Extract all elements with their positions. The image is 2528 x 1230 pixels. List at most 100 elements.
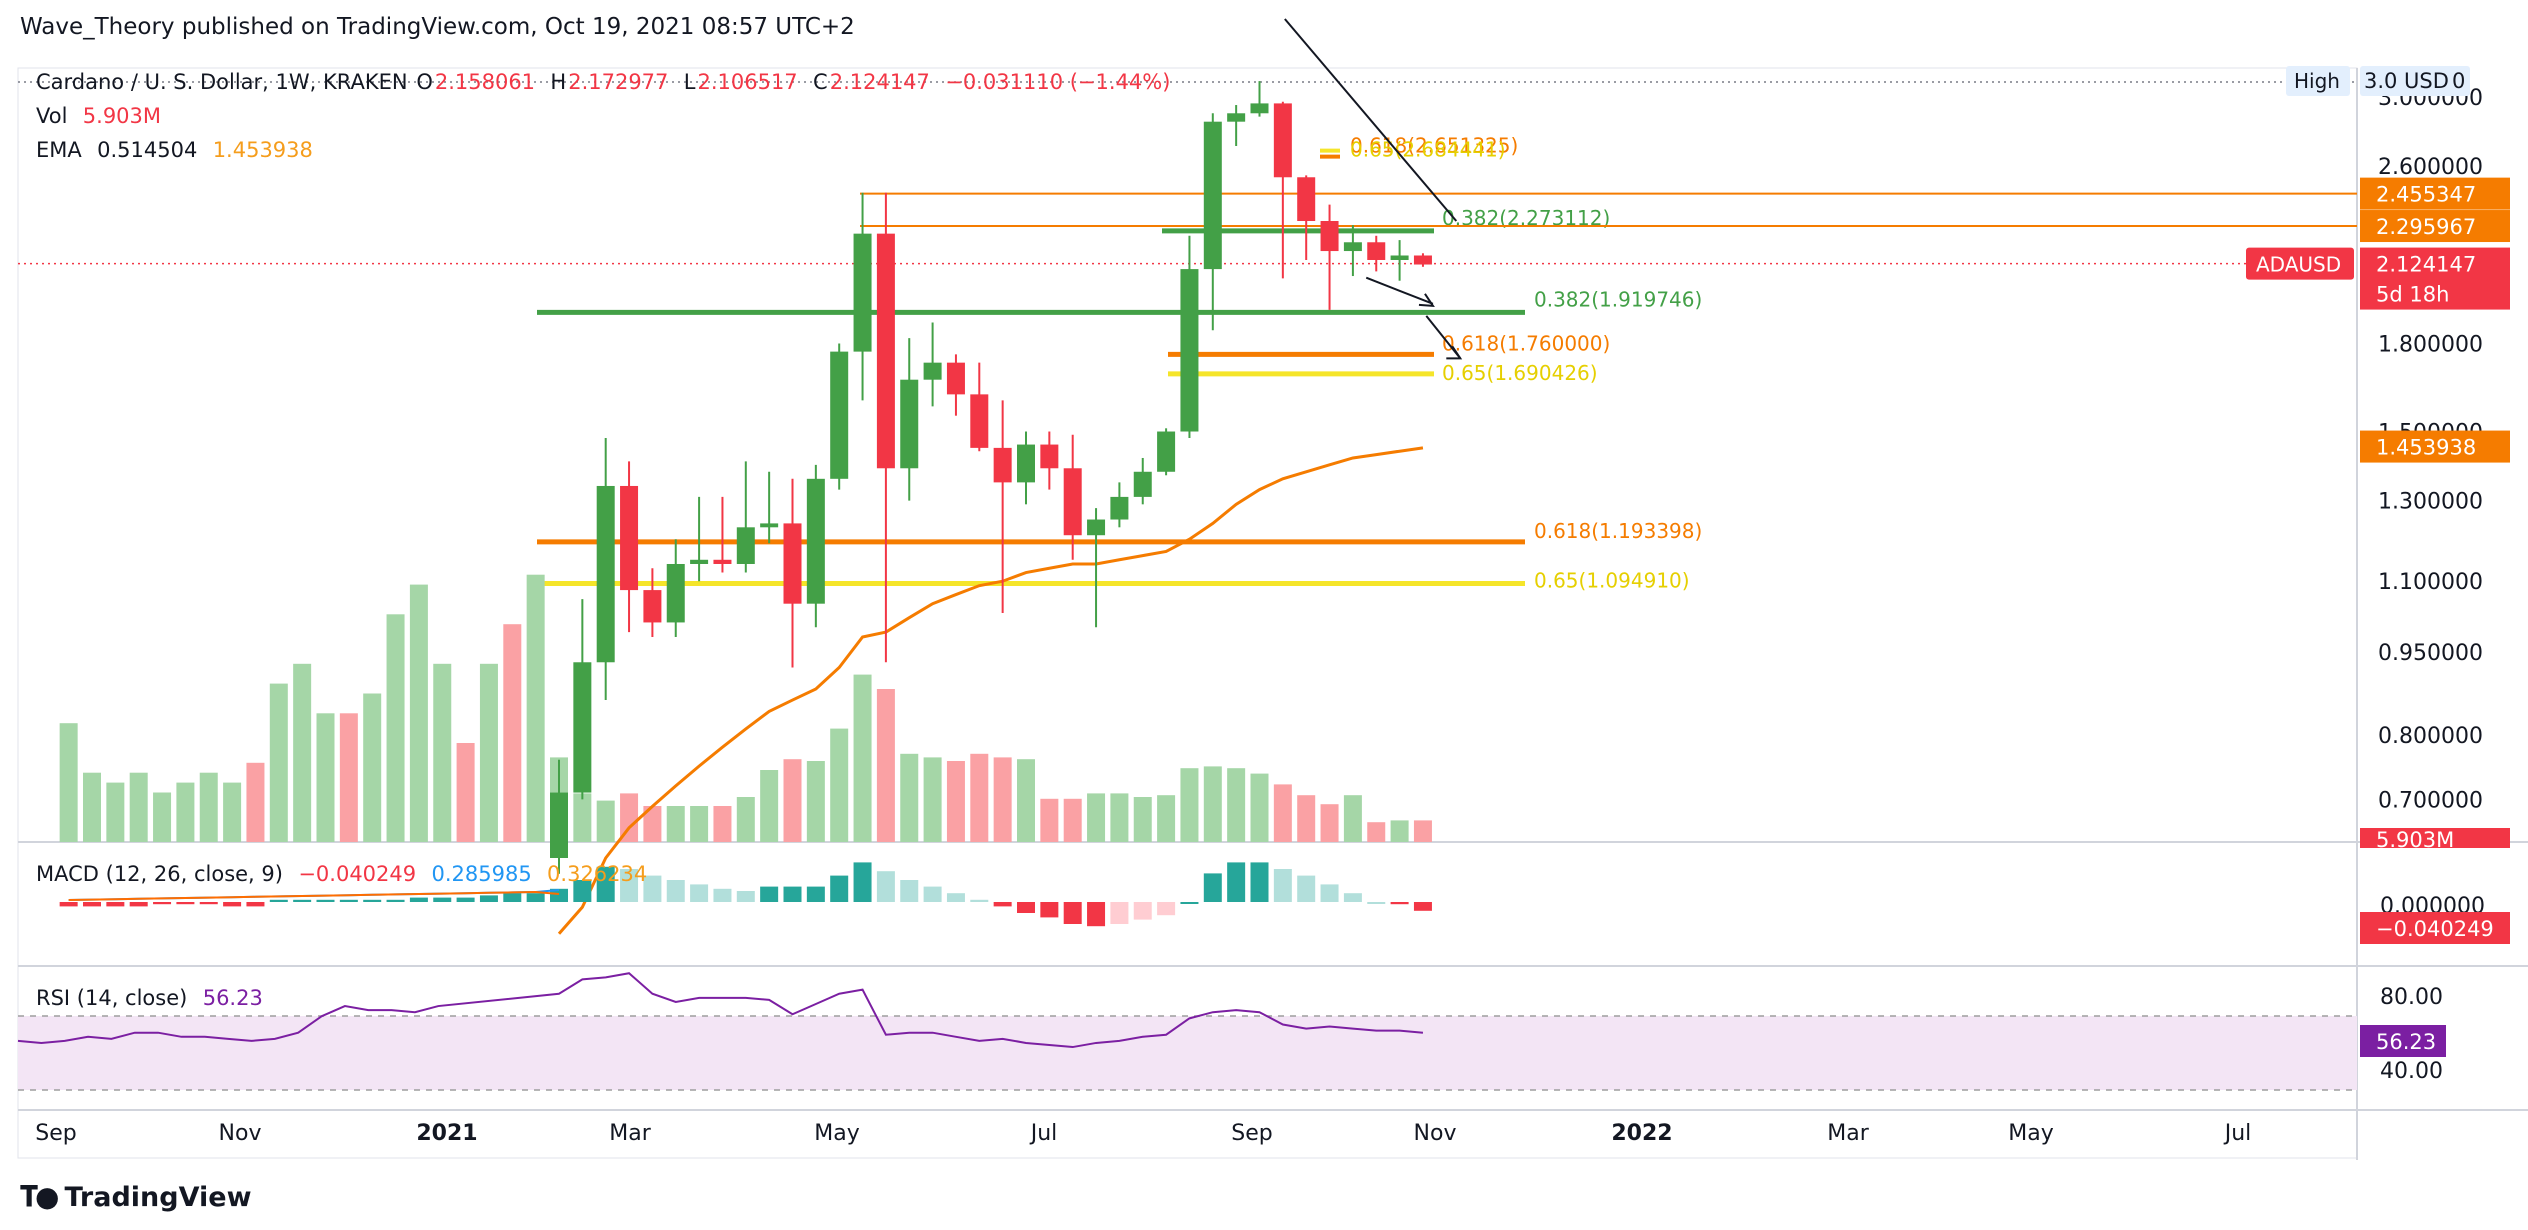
volume-bar: [1390, 820, 1409, 842]
price-tick-label: 0.700000: [2378, 788, 2483, 813]
time-tick-label: 2022: [1611, 1121, 1672, 1146]
volume-bar: [1180, 768, 1199, 842]
vol-label: Vol: [36, 104, 68, 128]
macd-hist-bar: [83, 902, 101, 907]
candle-body: [1157, 431, 1176, 472]
price-tick-label: 2.600000: [2378, 155, 2483, 180]
macd-hist-bar: [129, 902, 148, 907]
macd-hist-value: −0.040249: [298, 862, 417, 886]
volume-bar: [946, 761, 965, 842]
volume-bar: [246, 762, 265, 842]
candle-body: [876, 233, 895, 469]
price-axis-tag-text: 1.453938: [2376, 436, 2476, 460]
volume-axis-tag-text: 5.903M: [2376, 828, 2454, 852]
volume-bar: [293, 663, 312, 842]
tradingview-logo[interactable]: 𝐓● TradingView: [20, 1180, 252, 1214]
macd-hist-bar: [806, 886, 825, 902]
macd-hist-bar: [573, 880, 592, 902]
volume-bar: [736, 797, 755, 842]
macd-legend: MACD (12, 26, close, 9) −0.040249 0.2859…: [36, 862, 649, 886]
volume-bars: [59, 574, 1432, 842]
fib-label: 0.618(1.760000): [1442, 331, 1610, 355]
volume-bar: [83, 772, 101, 842]
candles: [550, 81, 1432, 874]
ema-line: [557, 446, 1424, 935]
symbol-title: Cardano / U. S. Dollar, 1W, KRAKEN: [36, 70, 408, 94]
price-axis-tag: [2360, 177, 2510, 210]
volume-bar: [923, 757, 942, 842]
macd-hist-bar: [1087, 902, 1106, 927]
volume-bar: [876, 689, 895, 842]
trendline-upper: [1284, 18, 1458, 222]
macd-hist-bar: [316, 899, 335, 902]
volume-bar: [690, 806, 709, 842]
symbol-tag: [2246, 247, 2354, 280]
high-label: H: [550, 70, 567, 94]
price-tick-label: 0.800000: [2378, 724, 2483, 749]
macd-hist-bar: [783, 886, 802, 902]
candle-body: [1297, 177, 1316, 222]
ema-legend: EMA 0.514504 1.453938: [36, 138, 315, 162]
macd-hist-bar: [503, 893, 522, 902]
candle-body: [596, 485, 615, 663]
macd-signal-value: 0.326234: [547, 862, 648, 886]
rsi-axis-tag-text: 56.23: [2376, 1030, 2436, 1054]
macd-hist-bar: [970, 899, 989, 902]
publisher-line: Wave_Theory published on TradingView.com…: [20, 14, 855, 40]
volume-bar: [806, 761, 825, 842]
macd-hist-bar: [293, 899, 312, 902]
macd-hist-bar: [479, 895, 498, 902]
candle-body: [1087, 519, 1106, 536]
candle-body: [666, 563, 685, 623]
ema-polyline: [557, 446, 1424, 935]
volume-bar: [223, 782, 242, 842]
volume-bar: [106, 782, 125, 842]
annotations: [1284, 18, 1463, 360]
price-axis-tag: [2360, 247, 2510, 310]
volume-bar: [1203, 766, 1222, 842]
rsi-value: 56.23: [202, 986, 263, 1010]
volume-bar: [1250, 773, 1269, 842]
fibonacci-levels: 0.618(2.651325)0.65(2.684441)0.382(2.273…: [537, 134, 2357, 592]
volume-bar: [363, 693, 382, 842]
macd-hist-bar: [1203, 873, 1222, 902]
time-tick-label: May: [814, 1121, 859, 1146]
volume-bar: [1133, 797, 1152, 842]
macd-hist-bar: [900, 880, 919, 902]
volume-bar: [1367, 822, 1386, 842]
volume-bar: [1087, 793, 1106, 842]
candle-body: [1180, 269, 1199, 432]
macd-hist-bar: [1367, 902, 1386, 904]
candle-body: [1133, 471, 1152, 497]
macd-hist-bar: [596, 866, 615, 902]
volume-bar: [503, 624, 522, 842]
macd-hist-bar: [946, 893, 965, 902]
time-axis: Sep Nov 2021 Mar May Jul Sep Nov 2022 Mar May Jul: [35, 1121, 2251, 1146]
time-tick-label: Nov: [219, 1121, 262, 1146]
fib-label: 0.382(1.919746): [1534, 287, 1702, 311]
macd-hist-bar: [1180, 902, 1199, 904]
macd-hist-bar: [223, 902, 242, 907]
candle-body: [1203, 121, 1222, 270]
candle-body: [1063, 468, 1082, 536]
macd-hist-bar: [923, 886, 942, 902]
macd-hist-bar: [876, 871, 895, 902]
high-value: 2.172977: [568, 70, 669, 94]
macd-hist-bar: [1343, 893, 1362, 902]
fib-label: 0.65(1.094910): [1534, 568, 1690, 592]
signal-line: [68, 890, 560, 901]
candle-body: [620, 485, 639, 591]
volume-bar: [853, 674, 872, 842]
volume-bar: [456, 743, 475, 842]
volume-bar: [713, 806, 732, 842]
time-tick-label: Mar: [1827, 1121, 1869, 1146]
candle-body: [736, 527, 755, 564]
rsi-lower-label: 40.00: [2380, 1059, 2443, 1084]
macd-hist-bar: [993, 902, 1012, 907]
volume-bar: [153, 792, 172, 842]
price-tick-label: 1.100000: [2378, 570, 2483, 595]
candle-body: [1017, 444, 1035, 483]
candle-body: [643, 590, 662, 623]
ema-value: 1.453938: [212, 138, 313, 162]
